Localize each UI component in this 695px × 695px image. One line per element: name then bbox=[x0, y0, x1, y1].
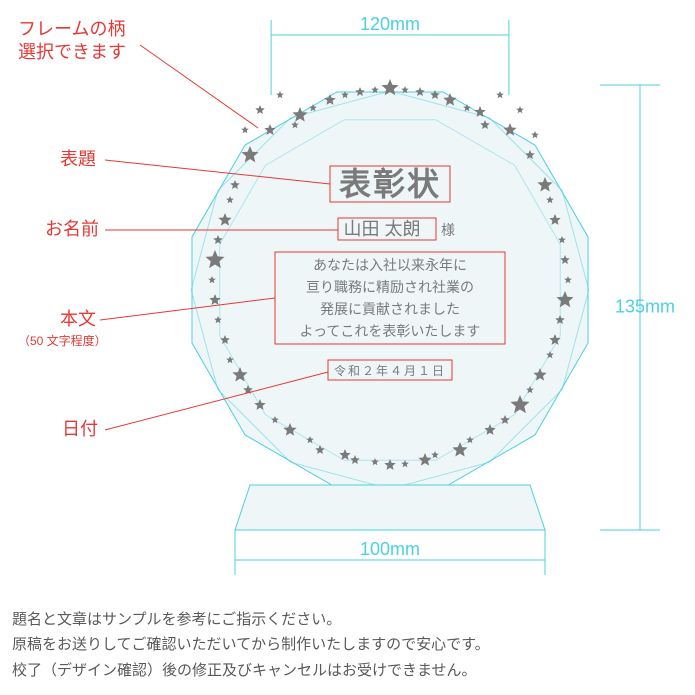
footer-line: 題名と文章はサンプルを参考にご指示ください。 bbox=[12, 607, 490, 633]
svg-text:100mm: 100mm bbox=[360, 539, 420, 559]
svg-text:120mm: 120mm bbox=[360, 14, 420, 34]
svg-text:表題: 表題 bbox=[60, 149, 96, 169]
footer-line: 原稿をお送りしてご確認いただいてから制作いたしますので安心です。 bbox=[12, 632, 490, 658]
svg-text:発展に貢献されました: 発展に貢献されました bbox=[320, 301, 460, 317]
svg-text:亘り職務に精励され社業の: 亘り職務に精励され社業の bbox=[306, 279, 474, 295]
footer-caption: 題名と文章はサンプルを参考にご指示ください。 原稿をお送りしてご確認いただいてか… bbox=[12, 607, 490, 684]
svg-text:様: 様 bbox=[441, 222, 455, 238]
diagram-svg: 表彰状山田 太朗 様あなたは入社以来永年に亘り職務に精励され社業の発展に貢献されま… bbox=[0, 0, 695, 695]
svg-text:選択できます: 選択できます bbox=[18, 42, 126, 62]
svg-text:よってこれを表彰いたします: よってこれを表彰いたします bbox=[300, 323, 481, 339]
svg-text:本文: 本文 bbox=[60, 309, 96, 329]
svg-text:令和２年４月１日: 令和２年４月１日 bbox=[334, 363, 446, 378]
svg-text:日付: 日付 bbox=[62, 419, 98, 439]
svg-text:あなたは入社以来永年に: あなたは入社以来永年に bbox=[313, 257, 467, 273]
diagram-stage: 表彰状山田 太朗 様あなたは入社以来永年に亘り職務に精励され社業の発展に貢献されま… bbox=[0, 0, 695, 695]
footer-line: 校了（デザイン確認）後の修正及びキャンセルはお受けできません。 bbox=[12, 658, 490, 684]
svg-text:135mm: 135mm bbox=[615, 297, 675, 317]
svg-text:お名前: お名前 bbox=[45, 219, 99, 239]
svg-text:表彰状: 表彰状 bbox=[339, 166, 441, 202]
svg-text:（50 文字程度）: （50 文字程度） bbox=[18, 333, 107, 348]
svg-text:フレームの柄: フレームの柄 bbox=[18, 19, 125, 39]
svg-text:山田 太朗: 山田 太朗 bbox=[343, 219, 420, 239]
